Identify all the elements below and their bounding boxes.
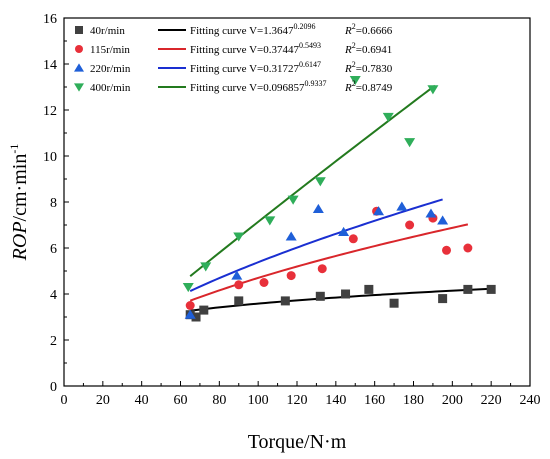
x-tick-label: 200: [442, 393, 463, 408]
legend-fit-label: Fitting curve V=1.36470.2096: [190, 22, 315, 37]
fit-curve-220rmin: [189, 198, 443, 292]
legend-fit-label: Fitting curve V=0.374470.5493: [190, 41, 321, 56]
data-point: [234, 280, 244, 290]
legend-r2-label: R2=0.6941: [344, 41, 392, 56]
data-point: [191, 312, 201, 322]
legend-entry: 40r/min Fitting curve V=1.36470.2096 R2=0.…: [75, 22, 393, 37]
data-point: [463, 243, 473, 253]
x-tick-label: 240: [520, 393, 541, 408]
data-point: [404, 138, 416, 148]
data-point: [231, 270, 243, 280]
y-tick-label: 16: [43, 12, 57, 27]
legend-entry: 115r/min Fitting curve V=0.374470.5493 R2=…: [75, 41, 392, 56]
data-point: [233, 232, 245, 242]
data-point: [338, 226, 350, 236]
data-point: [348, 234, 358, 244]
x-tick-label: 60: [174, 393, 188, 408]
data-point: [486, 284, 496, 294]
legend-series-name: 400r/min: [90, 82, 131, 94]
x-tick-label: 140: [325, 393, 346, 408]
data-point: [285, 231, 297, 241]
axes: 0 20 40 60 80 100 120 140 160 180 200 220 240 0 2 4 6 8 10…: [43, 12, 541, 408]
data-point: [373, 206, 385, 216]
y-tick-label: 10: [43, 150, 57, 165]
x-tick-label: 220: [481, 393, 502, 408]
data-point: [287, 195, 299, 205]
legend-fit-label: Fitting curve V=0.0968570.9337: [190, 79, 326, 94]
data-point: [199, 305, 209, 315]
y-tick-label: 2: [50, 334, 57, 349]
x-tick-label: 20: [96, 393, 110, 408]
data-point: [382, 112, 394, 122]
y-tick-label: 4: [50, 288, 57, 303]
y-axis-title-unit: /cm·min: [9, 154, 31, 222]
data-point: [364, 284, 374, 294]
y-axis-title-italic: ROP: [9, 221, 31, 261]
data-point: [286, 271, 296, 281]
legend-fit-label: Fitting curve V=0.317270.6147: [190, 60, 321, 75]
data-point: [234, 296, 244, 306]
data-point: [317, 264, 327, 274]
legend-marker: [74, 83, 84, 92]
legend-marker: [75, 45, 83, 53]
data-point: [185, 301, 195, 310]
y-axis-title-exponent: -1: [7, 144, 21, 154]
legend-marker: [74, 63, 84, 72]
x-tick-label: 100: [248, 393, 269, 408]
data-point: [442, 245, 452, 255]
fit-curve-400rmin: [189, 84, 436, 277]
data-point: [314, 177, 326, 187]
legend-r2-label: R2=0.6666: [344, 22, 393, 37]
data-point: [438, 294, 448, 304]
y-tick-label: 0: [50, 380, 57, 395]
data-point: [427, 85, 439, 95]
data-point: [312, 203, 324, 213]
data-point: [425, 208, 437, 218]
plot-area: [182, 76, 496, 322]
legend: 40r/min Fitting curve V=1.36470.2096 R2=0.…: [74, 22, 393, 94]
x-tick-label: 40: [135, 393, 149, 408]
legend-entry: 220r/min Fitting curve V=0.317270.6147 R2=…: [74, 60, 393, 75]
data-point: [280, 296, 290, 306]
data-point: [463, 284, 473, 294]
legend-r2-label: R2=0.7830: [344, 60, 393, 75]
data-point: [396, 201, 408, 211]
data-point: [437, 215, 449, 225]
data-point: [349, 76, 361, 86]
y-axis-title: ROP/cm·min-1: [7, 144, 31, 262]
x-tick-label: 180: [403, 393, 424, 408]
data-point: [341, 289, 351, 299]
data-point: [315, 291, 325, 301]
data-point: [259, 278, 269, 287]
data-point: [200, 262, 212, 272]
legend-r2-label: R2=0.8749: [344, 79, 393, 94]
data-point: [182, 283, 194, 293]
legend-series-name: 40r/min: [90, 25, 125, 37]
legend-marker: [75, 26, 83, 34]
x-axis-title: Torque/N·m: [248, 431, 347, 453]
x-tick-label: 80: [212, 393, 226, 408]
y-tick-label: 6: [50, 242, 57, 257]
y-tick-label: 12: [43, 104, 57, 119]
x-tick-label: 0: [61, 393, 68, 408]
data-point: [264, 216, 276, 226]
x-tick-label: 160: [364, 393, 385, 408]
legend-entry: 400r/min Fitting curve V=0.0968570.9337 R2…: [74, 79, 393, 94]
legend-series-name: 220r/min: [90, 63, 131, 75]
data-point: [184, 309, 196, 319]
data-point: [389, 298, 399, 308]
x-tick-label: 120: [287, 393, 308, 408]
data-point: [405, 220, 415, 230]
y-tick-label: 8: [50, 196, 57, 211]
legend-series-name: 115r/min: [90, 44, 130, 56]
y-tick-label: 14: [43, 58, 57, 73]
